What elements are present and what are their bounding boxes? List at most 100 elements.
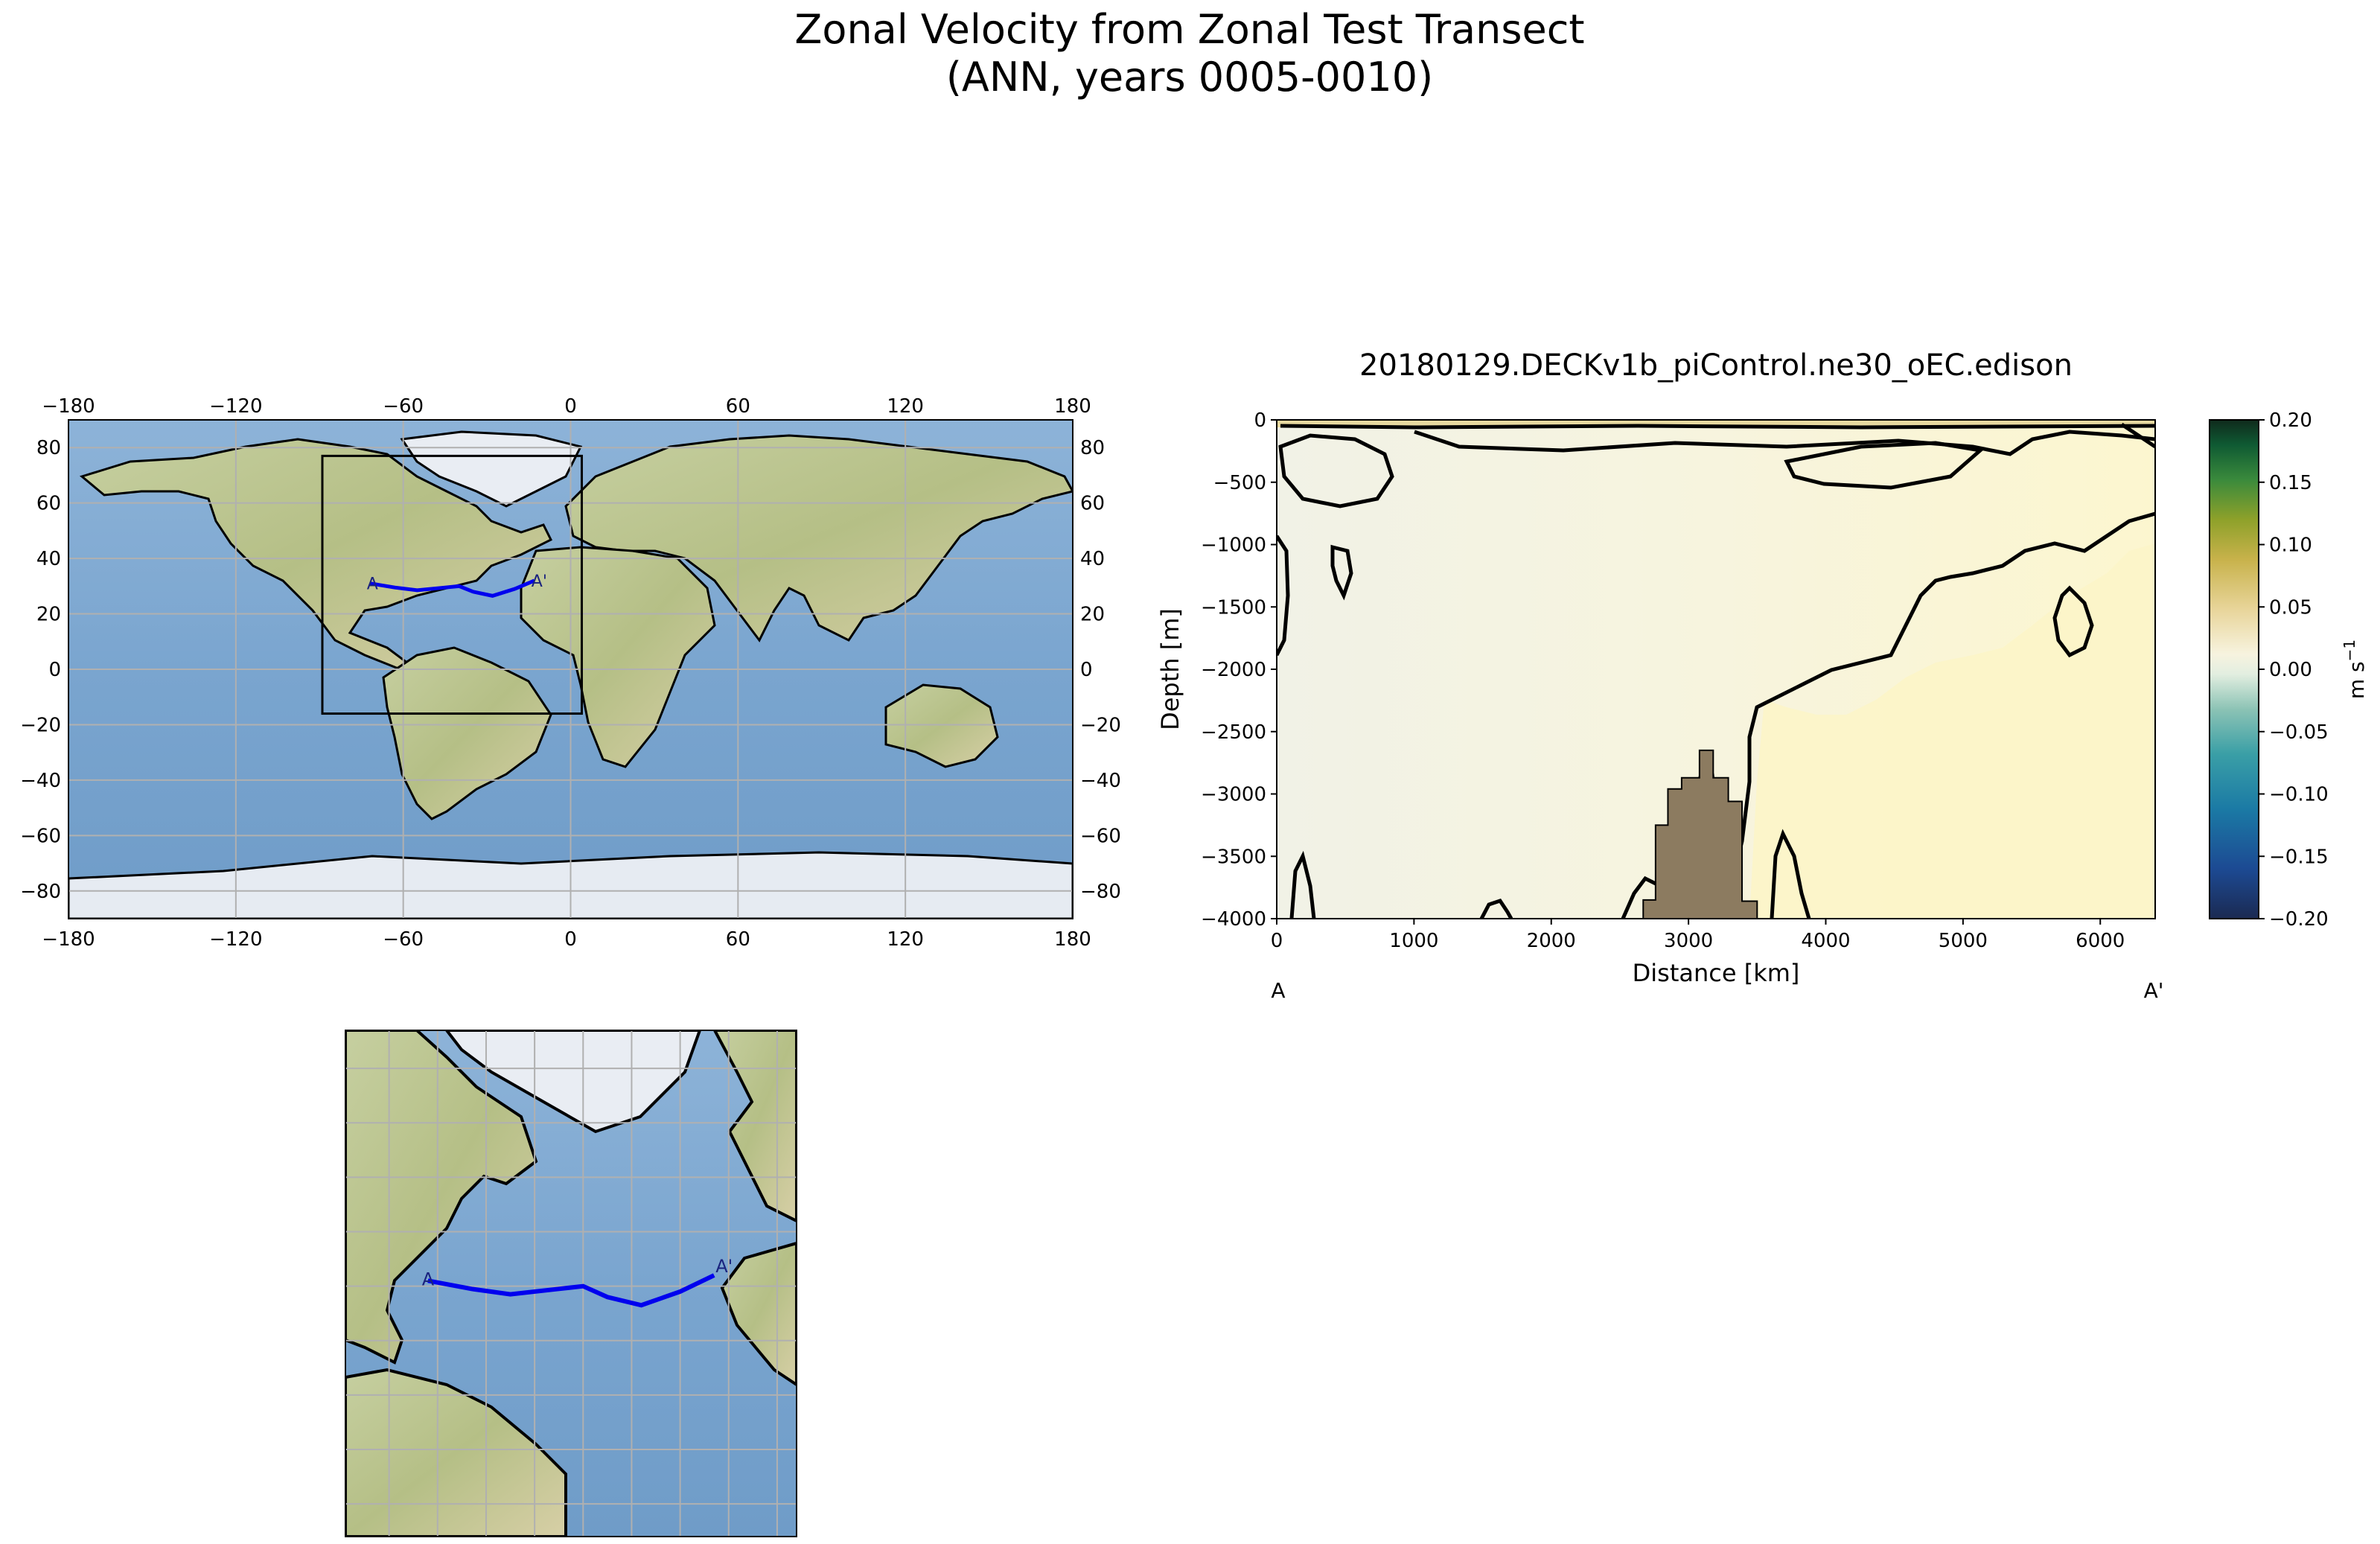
- global-map-land: [68, 430, 1073, 919]
- colorbar-tick-label: 0.10: [2269, 535, 2312, 557]
- global-map-bottom-tick-label: 0: [564, 928, 577, 951]
- global-map-left-tick-label: 20: [36, 604, 61, 626]
- global-map-ticks: −180 −180 −120 −120 −60 −60 0 0 60 60 120 120 180 180…: [20, 395, 1121, 951]
- inset-land-europe: [712, 1030, 797, 1223]
- global-map-top-tick-label: −120: [209, 395, 262, 418]
- global-map-right-tick-label: −40: [1080, 770, 1121, 792]
- global-map-right-tick-label: 20: [1080, 604, 1105, 626]
- section-y-tick-label: −3500: [1201, 846, 1266, 868]
- global-map-inset-box: [321, 454, 583, 715]
- global-map-left-tick-label: −60: [20, 825, 61, 847]
- colorbar-tick-label: −0.15: [2269, 846, 2329, 868]
- section-y-tick-label: −4000: [1201, 908, 1266, 931]
- section-x-tick-label: 3000: [1664, 930, 1713, 952]
- section-surface-band: [1277, 420, 2155, 427]
- figure-title-line1: Zonal Velocity from Zonal Test Transect: [794, 6, 1584, 53]
- global-map-bottom-tick-label: −180: [42, 928, 95, 951]
- colorbar-label-unit: m s: [2344, 661, 2369, 699]
- contour-right-boundary: [1725, 511, 2155, 919]
- global-map-right-tick-label: 80: [1080, 437, 1105, 459]
- section-xlabel: Distance [km]: [1633, 959, 1800, 987]
- land-greenland: [400, 430, 583, 508]
- section-label-start: A: [1271, 978, 1285, 1003]
- global-map-right-tick-label: −60: [1080, 825, 1121, 847]
- contour-deep-left: [1289, 850, 1316, 919]
- figure-title-line2: (ANN, years 0005-0010): [946, 54, 1433, 101]
- section-y-tick-label: −2000: [1201, 659, 1266, 681]
- section-title: 20180129.DECKv1b_piControl.ne30_oEC.edis…: [1359, 348, 2073, 383]
- colorbar-label: m s−1: [2341, 639, 2369, 699]
- contour-right-eddy: [2052, 585, 2094, 658]
- global-map-label-start: A: [367, 575, 378, 594]
- section-y-tick-label: −1000: [1201, 535, 1266, 557]
- contour-right-surface: [2120, 422, 2155, 449]
- section-y-tick-label: −1500: [1201, 596, 1266, 619]
- section-ticks: 0 1000 2000 3000 4000 5000 6000 0 −500 −1000 −1500…: [1201, 409, 2125, 952]
- global-map-left-tick-label: −40: [20, 770, 61, 792]
- global-map-top-tick-label: 60: [726, 395, 750, 418]
- global-map-top-tick-label: −60: [383, 395, 424, 418]
- inset-map-label-end: A': [715, 1256, 733, 1277]
- global-map-top-tick-label: 0: [564, 395, 577, 418]
- contour-mid-eddy: [1784, 441, 1985, 490]
- colorbar-tick-label: −0.05: [2269, 721, 2329, 744]
- section-y-tick-label: −3000: [1201, 784, 1266, 806]
- inset-land-south-america: [345, 1368, 567, 1537]
- global-map-frame: [68, 419, 1073, 919]
- land-eurasia: [564, 434, 1073, 642]
- global-map-label-end: A': [532, 572, 547, 591]
- colorbar-tick-label: 0.15: [2269, 472, 2312, 494]
- section-positive-region: [1749, 543, 2155, 919]
- colorbar-tick-label: −0.10: [2269, 784, 2329, 806]
- inset-map-frame: [345, 1030, 797, 1537]
- global-map-bottom-tick-label: 180: [1054, 928, 1091, 951]
- inset-map-transect-line: [427, 1273, 715, 1308]
- section-label-end: A': [2144, 978, 2164, 1003]
- regional-inset-map: A A': [345, 1030, 797, 1537]
- global-map-bottom-tick-label: 60: [726, 928, 750, 951]
- global-map-right-tick-label: 40: [1080, 548, 1105, 570]
- colorbar-label-exponent: −1: [2341, 639, 2358, 661]
- section-y-tick-label: −2500: [1201, 721, 1266, 744]
- colorbar-tick-label: 0.00: [2269, 659, 2312, 681]
- global-map-left-tick-label: −20: [20, 714, 61, 736]
- global-map-bottom-tick-label: 120: [887, 928, 924, 951]
- global-map-left-tick-label: 80: [36, 437, 61, 459]
- global-map: A A' −180 −180 −120 −120 −60 −60 0 0 60 60 120 120 1…: [20, 395, 1121, 951]
- contour-left-eddy: [1278, 433, 1394, 508]
- global-map-top-tick-label: 120: [887, 395, 924, 418]
- contour-surface-upper-left: [1280, 424, 2155, 430]
- inset-map-land: [345, 1030, 797, 1537]
- contour-left-wall: [1277, 535, 1290, 657]
- colorbar-tick-label: 0.20: [2269, 409, 2312, 432]
- global-map-left-tick-label: −80: [20, 881, 61, 903]
- contour-deep-hill1: [1479, 899, 1513, 919]
- global-map-left-tick-label: 40: [36, 548, 61, 570]
- contour-ridge-right: [1770, 829, 1811, 919]
- colorbar-ticks: 0.20 0.15 0.10 0.05 0.00 −0.05 −0.10 −0.15 −0.20: [2259, 409, 2329, 931]
- section-x-tick-label: 4000: [1801, 930, 1850, 952]
- inset-map-grid: [345, 1030, 797, 1537]
- section-x-tick-label: 2000: [1527, 930, 1576, 952]
- global-map-right-tick-label: −80: [1080, 881, 1121, 903]
- section-y-tick-label: −500: [1213, 472, 1266, 494]
- global-map-grid: [68, 420, 1073, 919]
- global-map-right-tick-label: 60: [1080, 493, 1105, 515]
- section-x-tick-label: 6000: [2076, 930, 2125, 952]
- global-map-top-tick-label: 180: [1054, 395, 1091, 418]
- global-map-left-tick-label: 0: [48, 659, 61, 681]
- section-bathymetry: [1642, 749, 1758, 919]
- global-map-bottom-tick-label: −120: [209, 928, 262, 951]
- contour-small-eddy: [1330, 544, 1353, 601]
- land-south-america: [382, 646, 552, 820]
- section-x-tick-label: 0: [1271, 930, 1283, 952]
- section-x-tick-label: 1000: [1389, 930, 1438, 952]
- section-ylabel: Depth [m]: [1156, 608, 1184, 730]
- land-africa: [520, 546, 716, 768]
- global-map-right-tick-label: 0: [1080, 659, 1093, 681]
- section-x-tick-label: 5000: [1939, 930, 1988, 952]
- transect-section: 20180129.DECKv1b_piControl.ne30_oEC.edis…: [1156, 348, 2369, 1003]
- global-map-transect-line: [369, 578, 535, 598]
- global-map-top-tick-label: −180: [42, 395, 95, 418]
- section-y-tick-label: 0: [1254, 409, 1266, 432]
